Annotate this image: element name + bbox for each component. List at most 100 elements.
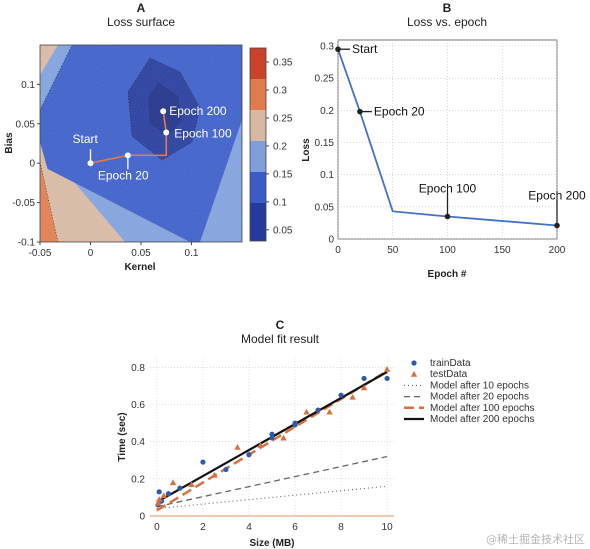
loss-annotation-label: Epoch 100 bbox=[419, 181, 477, 195]
colorbar-band-4 bbox=[250, 141, 266, 172]
panel-b-xtick-label: 150 bbox=[494, 245, 511, 256]
loss-annotation-label: Start bbox=[352, 42, 378, 56]
legend-item: Model after 20 epochs bbox=[404, 392, 529, 403]
path-point bbox=[124, 152, 131, 159]
colorbar-band-5 bbox=[250, 172, 266, 203]
data-point bbox=[315, 407, 321, 413]
loss-surface-contours bbox=[40, 45, 242, 242]
panel-c: C Model fit result 0 2 4 6 8 1000.20.40.60.8 … bbox=[117, 318, 535, 549]
data-point bbox=[360, 384, 368, 391]
panel-c-ytick-label: 0.6 bbox=[131, 400, 145, 411]
panel-c-ylabel: Time (sec) bbox=[117, 412, 128, 461]
data-point bbox=[223, 466, 229, 473]
data-point bbox=[154, 499, 162, 506]
data-point bbox=[200, 459, 206, 465]
data-point bbox=[156, 496, 163, 502]
path-point bbox=[160, 108, 167, 115]
panel-a-ytick-label: 0.1 bbox=[21, 80, 35, 91]
loss-annotation-label: Epoch 200 bbox=[528, 188, 586, 202]
colorbar-band-6 bbox=[250, 203, 266, 241]
path-annotation-label: Epoch 20 bbox=[98, 168, 149, 182]
data-point bbox=[383, 365, 391, 372]
panel-b-xtick-label: 0 bbox=[335, 245, 341, 256]
path-point bbox=[87, 160, 94, 167]
panel-a-ytick-label: 0.05 bbox=[16, 119, 36, 130]
loss-point bbox=[335, 46, 341, 53]
panel-c-ytick-label: 0.8 bbox=[131, 363, 145, 374]
colorbar-frame bbox=[249, 47, 267, 242]
panel-c-title: Model fit result bbox=[241, 332, 320, 346]
loss-point bbox=[444, 213, 451, 220]
data-point bbox=[246, 452, 252, 458]
panel-c-axes: 0 2 4 6 8 10 0 0.2 0.4 0.6 0.8 bbox=[131, 358, 394, 533]
panel-b-ytick-label: 0 bbox=[328, 235, 334, 246]
contour-line-1 bbox=[40, 45, 73, 111]
colorbar: 0.05 0.1 0.15 0.2 0.25 0.3 0.35 bbox=[249, 47, 293, 242]
panel-b: B Loss vs. epoch 0 50 100 150 200 0 0.05 0.1 0.1… bbox=[301, 1, 586, 280]
watermark: @稀土掘金技术社区 bbox=[486, 532, 585, 546]
data-point bbox=[384, 375, 390, 382]
data-point bbox=[326, 408, 333, 415]
legend-label: Model after 10 epochs bbox=[430, 380, 529, 391]
data-point bbox=[188, 481, 195, 487]
panel-a-xtick-label: 0.05 bbox=[131, 248, 151, 259]
panel-a-title: Loss surface bbox=[107, 15, 175, 29]
panel-b-ytick-label: 0.15 bbox=[315, 138, 335, 149]
legend-item: testData bbox=[410, 369, 468, 380]
data-point bbox=[160, 492, 168, 499]
colorbar-tick-label: 0.35 bbox=[273, 57, 293, 68]
panel-b-xtick-label: 100 bbox=[439, 245, 456, 256]
data-point bbox=[234, 444, 241, 450]
legend-label: Model after 20 epochs bbox=[430, 392, 529, 403]
colorbar-tick-label: 0.1 bbox=[273, 197, 287, 208]
panel-c-xtick-label: 6 bbox=[292, 522, 298, 533]
panel-a-xtick-label: 0 bbox=[88, 248, 94, 259]
panel-c-series bbox=[154, 365, 391, 512]
data-point bbox=[169, 479, 177, 486]
contour-line-3 bbox=[127, 57, 201, 161]
panel-b-ylabel: Loss bbox=[301, 138, 312, 162]
loss-annotation-label: Epoch 20 bbox=[374, 105, 425, 119]
colorbar-tick-label: 0.15 bbox=[273, 169, 293, 180]
data-point bbox=[280, 434, 287, 441]
colorbar-band-3 bbox=[250, 110, 266, 141]
path-annotation-label: Epoch 200 bbox=[169, 104, 227, 118]
colorbar-tick-label: 0.25 bbox=[273, 113, 293, 124]
colorbar-tick-label: 0.05 bbox=[273, 225, 293, 236]
data-point bbox=[165, 491, 172, 497]
loss-point bbox=[357, 108, 363, 115]
legend-label: testData bbox=[430, 369, 468, 380]
panel-c-ytick-label: 0 bbox=[139, 512, 145, 523]
panel-c-xtick-label: 0 bbox=[154, 522, 160, 533]
path-annotation-label: Epoch 100 bbox=[174, 126, 232, 140]
panel-c-xtick-label: 4 bbox=[246, 522, 252, 533]
panel-b-axes: 0 50 100 150 200 0 0.05 0.1 0.15 0.2 0.25 0.3 bbox=[315, 40, 566, 256]
panel-a-letter: A bbox=[137, 1, 146, 15]
panel-c-xtick-label: 10 bbox=[382, 522, 394, 533]
legend-item: Model after 100 epochs bbox=[404, 403, 535, 414]
data-point bbox=[211, 471, 218, 478]
loss-point bbox=[554, 222, 560, 229]
panel-b-title: Loss vs. epoch bbox=[407, 15, 487, 29]
model-line bbox=[156, 485, 388, 510]
panel-c-xtick-label: 8 bbox=[338, 522, 344, 533]
colorbar-tick-label: 0.2 bbox=[273, 141, 287, 152]
legend-item: Model after 10 epochs bbox=[404, 380, 529, 391]
panel-b-xtick-label: 50 bbox=[387, 245, 399, 256]
colorbar-tick-label: 0.3 bbox=[273, 85, 287, 96]
panel-c-ytick-label: 0.4 bbox=[131, 437, 145, 448]
legend-label: Model after 100 epochs bbox=[430, 403, 535, 414]
panel-a-xtick-label: -0.05 bbox=[29, 248, 52, 259]
data-point bbox=[177, 485, 183, 491]
panel-b-letter: B bbox=[443, 1, 452, 15]
training-path-line bbox=[90, 111, 168, 164]
training-path: Start Epoch 20 Epoch 100 Epoch 200 bbox=[73, 104, 232, 182]
data-point bbox=[349, 393, 356, 400]
path-annotation-label: Start bbox=[73, 132, 99, 146]
colorbar-band-2 bbox=[250, 79, 266, 110]
legend-label: trainData bbox=[430, 358, 471, 369]
panel-b-ytick-label: 0.2 bbox=[320, 106, 334, 117]
panel-b-xlabel: Epoch # bbox=[428, 269, 467, 280]
